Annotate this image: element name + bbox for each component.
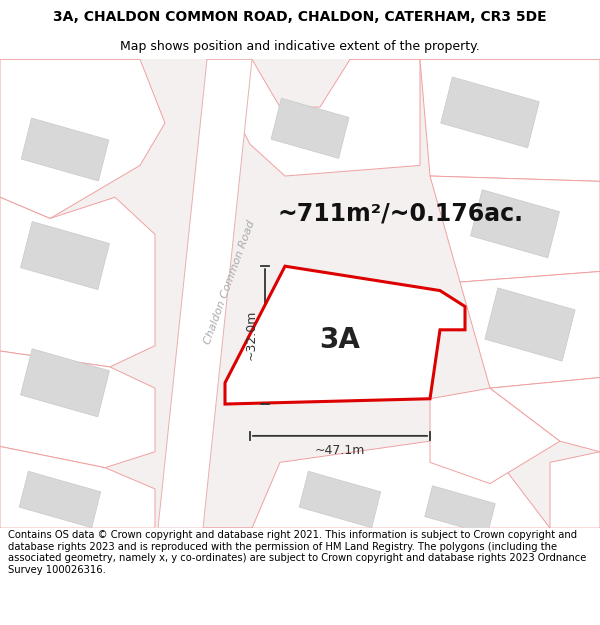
- Polygon shape: [430, 388, 560, 484]
- Polygon shape: [203, 441, 550, 528]
- Text: Map shows position and indicative extent of the property.: Map shows position and indicative extent…: [120, 40, 480, 52]
- Text: ~32.0m: ~32.0m: [245, 310, 257, 360]
- Polygon shape: [470, 190, 559, 258]
- Polygon shape: [21, 118, 109, 181]
- Polygon shape: [0, 198, 155, 367]
- Polygon shape: [0, 351, 155, 468]
- Polygon shape: [420, 59, 600, 181]
- Polygon shape: [430, 176, 600, 282]
- Text: Chaldon Common Road: Chaldon Common Road: [203, 219, 257, 346]
- Polygon shape: [0, 59, 600, 528]
- Text: ~711m²/~0.176ac.: ~711m²/~0.176ac.: [277, 201, 523, 225]
- Polygon shape: [490, 378, 600, 452]
- Text: ~47.1m: ~47.1m: [315, 444, 365, 458]
- Polygon shape: [0, 59, 165, 219]
- Polygon shape: [207, 59, 420, 176]
- Polygon shape: [0, 446, 155, 528]
- Polygon shape: [550, 452, 600, 528]
- Polygon shape: [20, 221, 109, 289]
- Polygon shape: [271, 98, 349, 158]
- Text: Contains OS data © Crown copyright and database right 2021. This information is : Contains OS data © Crown copyright and d…: [8, 530, 586, 575]
- Polygon shape: [485, 288, 575, 361]
- Text: 3A: 3A: [320, 326, 361, 354]
- Polygon shape: [158, 59, 252, 528]
- Polygon shape: [299, 471, 381, 528]
- Polygon shape: [425, 486, 495, 534]
- Polygon shape: [20, 349, 109, 417]
- Polygon shape: [460, 271, 600, 388]
- Polygon shape: [225, 266, 465, 404]
- Polygon shape: [441, 77, 539, 148]
- Text: 3A, CHALDON COMMON ROAD, CHALDON, CATERHAM, CR3 5DE: 3A, CHALDON COMMON ROAD, CHALDON, CATERH…: [53, 9, 547, 24]
- Polygon shape: [19, 471, 101, 528]
